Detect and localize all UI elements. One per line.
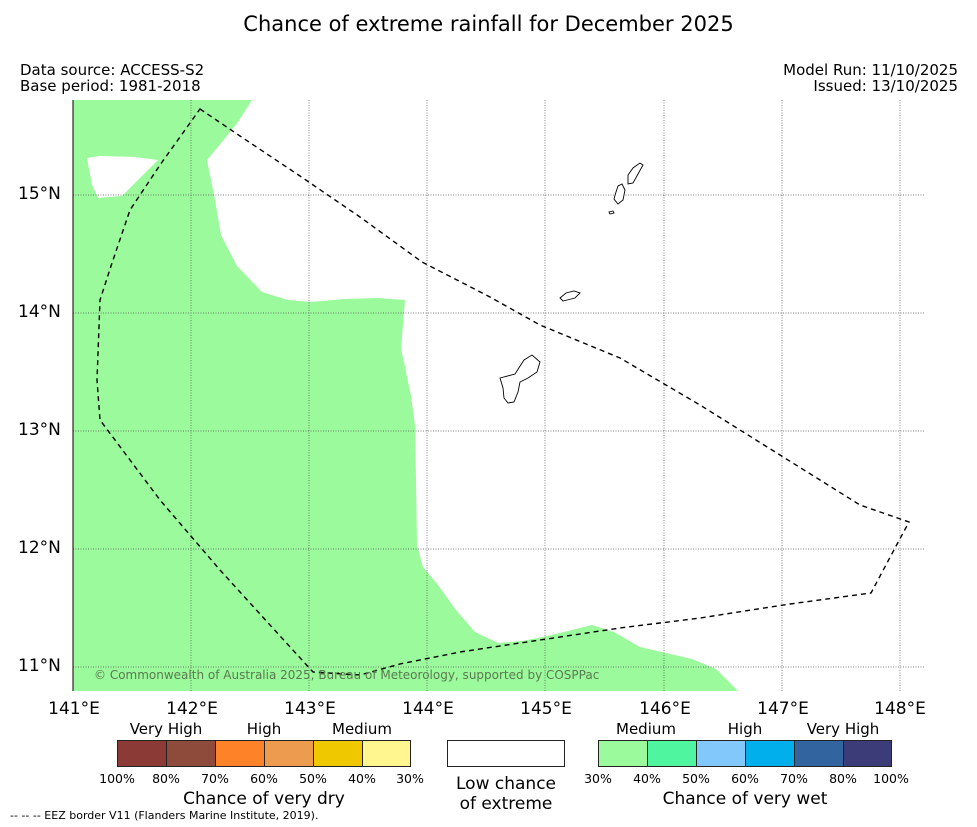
wet-swatch-30-40 xyxy=(598,740,648,767)
base-period: Base period: 1981-2018 xyxy=(20,77,201,95)
lon-label-142e: 142°E xyxy=(166,699,218,719)
lon-label-148e: 148°E xyxy=(874,699,926,719)
lat-label-15n: 15°N xyxy=(18,184,61,204)
run-info: Model Run: 11/10/2025 Issued: 13/10/2025 xyxy=(783,62,958,94)
dry-medium-label: Medium xyxy=(332,720,392,738)
wet-swatch-70-80 xyxy=(794,740,844,767)
wet-pct-70: 70% xyxy=(780,771,808,786)
wet-pct-40: 40% xyxy=(633,771,661,786)
wet-swatch-80-100 xyxy=(843,740,892,767)
guam-island xyxy=(499,354,541,404)
dry-pct-100: 100% xyxy=(99,771,135,786)
lat-label-12n: 12°N xyxy=(18,538,61,558)
dry-high-label: High xyxy=(246,720,282,738)
lon-label-147e: 147°E xyxy=(757,699,809,719)
lon-label-143e: 143°E xyxy=(284,699,336,719)
low-chance-caption: Low chance of extreme xyxy=(456,774,556,814)
lat-label-14n: 14°N xyxy=(18,302,61,322)
lon-label-145e: 145°E xyxy=(520,699,572,719)
wet-caption: Chance of very wet xyxy=(662,789,828,809)
dry-pct-70: 70% xyxy=(201,771,229,786)
lat-label-13n: 13°N xyxy=(18,420,61,440)
dry-swatch-80-70 xyxy=(166,740,216,767)
wet-high-label: High xyxy=(727,720,763,738)
data-info: Data source: ACCESS-S2 Base period: 1981… xyxy=(20,62,204,94)
dry-swatch-100-80 xyxy=(117,740,167,767)
dry-swatch-60-50 xyxy=(264,740,314,767)
dry-pct-50: 50% xyxy=(299,771,327,786)
wet-pct-100: 100% xyxy=(873,771,909,786)
dry-pct-80: 80% xyxy=(152,771,180,786)
low-chance-swatch xyxy=(447,740,565,767)
graticule xyxy=(73,100,924,691)
lon-label-144e: 144°E xyxy=(402,699,454,719)
data-source: Data source: ACCESS-S2 xyxy=(20,61,205,79)
dry-swatch-50-40 xyxy=(313,740,363,767)
dry-caption: Chance of very dry xyxy=(183,789,345,809)
aguijan-island xyxy=(608,210,615,215)
wet-medium-label: Medium xyxy=(616,720,676,738)
wet-pct-50: 50% xyxy=(682,771,710,786)
wet-pct-60: 60% xyxy=(731,771,759,786)
dry-pct-40: 40% xyxy=(348,771,376,786)
medium-wet-region xyxy=(73,100,738,691)
wet-very-high-label: Very High xyxy=(806,720,880,738)
wet-swatch-50-60 xyxy=(696,740,746,767)
dry-very-high-label: Very High xyxy=(129,720,203,738)
tinian-island xyxy=(613,183,626,205)
wet-pct-80: 80% xyxy=(829,771,857,786)
issued-date: Issued: 13/10/2025 xyxy=(813,77,958,95)
eez-border xyxy=(96,108,911,676)
low-chance-line1: Low chance xyxy=(456,774,556,794)
lat-label-11n: 11°N xyxy=(18,656,61,676)
dry-pct-60: 60% xyxy=(250,771,278,786)
chart-title: Chance of extreme rainfall for December … xyxy=(243,12,734,36)
dry-swatch-70-60 xyxy=(215,740,265,767)
copyright-notice: © Commonwealth of Australia 2025, Bureau… xyxy=(94,668,600,682)
lon-label-146e: 146°E xyxy=(639,699,691,719)
model-run: Model Run: 11/10/2025 xyxy=(783,61,958,79)
saipan-island xyxy=(627,162,644,185)
wet-swatch-60-70 xyxy=(745,740,795,767)
eez-footnote: -- -- -- EEZ border V11 (Flanders Marine… xyxy=(10,809,319,822)
wet-pct-30: 30% xyxy=(584,771,612,786)
lon-label-141e: 141°E xyxy=(48,699,100,719)
islands xyxy=(499,162,644,404)
low-chance-line2: of extreme xyxy=(459,794,553,814)
dry-swatch-40-30 xyxy=(362,740,411,767)
wet-swatch-40-50 xyxy=(647,740,697,767)
rota-island xyxy=(559,290,581,302)
dry-pct-30: 30% xyxy=(396,771,424,786)
